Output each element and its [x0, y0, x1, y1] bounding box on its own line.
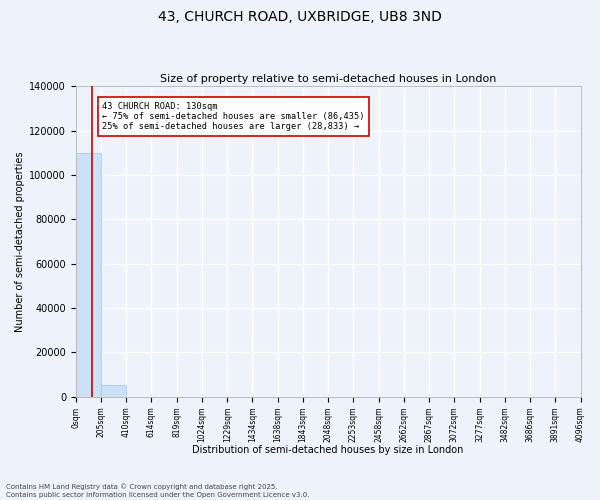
Text: 43, CHURCH ROAD, UXBRIDGE, UB8 3ND: 43, CHURCH ROAD, UXBRIDGE, UB8 3ND	[158, 10, 442, 24]
Bar	[101, 384, 126, 397]
Y-axis label: Number of semi-detached properties: Number of semi-detached properties	[15, 151, 25, 332]
Title: Size of property relative to semi-detached houses in London: Size of property relative to semi-detach…	[160, 74, 496, 84]
Text: Contains HM Land Registry data © Crown copyright and database right 2025.
Contai: Contains HM Land Registry data © Crown c…	[6, 484, 310, 498]
Text: 43 CHURCH ROAD: 130sqm
← 75% of semi-detached houses are smaller (86,435)
25% of: 43 CHURCH ROAD: 130sqm ← 75% of semi-det…	[102, 102, 365, 132]
Bar	[76, 152, 101, 397]
X-axis label: Distribution of semi-detached houses by size in London: Distribution of semi-detached houses by …	[193, 445, 464, 455]
